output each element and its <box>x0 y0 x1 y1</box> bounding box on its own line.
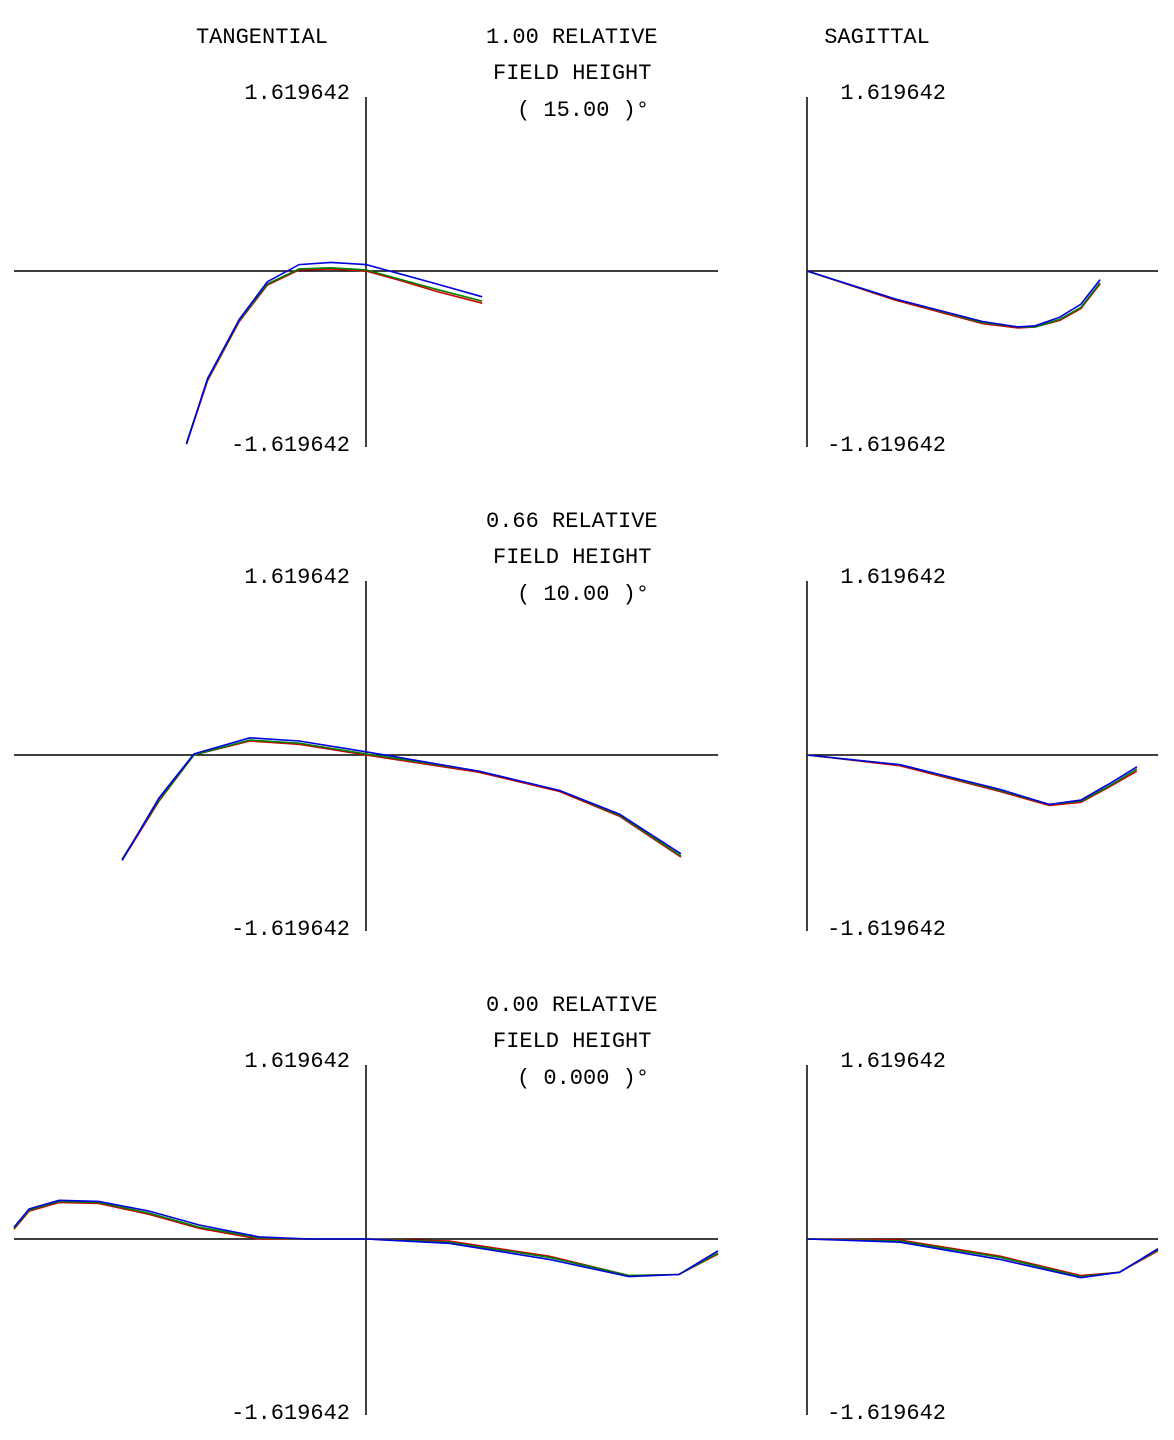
field-angle: ( 0.000 )° <box>517 1066 649 1091</box>
fan-curve <box>806 754 1138 807</box>
y-tick-label: -1.619642 <box>827 1401 946 1426</box>
fan-curve <box>806 270 1101 329</box>
fan-curve <box>806 754 1138 806</box>
y-tick-label: 1.619642 <box>244 1049 350 1074</box>
fan-curve <box>185 268 483 445</box>
y-tick-label: 1.619642 <box>840 565 946 590</box>
y-tick-label: -1.619642 <box>827 433 946 458</box>
fan-curve <box>806 1238 1159 1278</box>
fan-curve <box>13 1199 719 1278</box>
column-title: SAGITTAL <box>824 25 930 50</box>
field-angle: ( 10.00 )° <box>517 582 649 607</box>
field-height: FIELD HEIGHT <box>493 61 651 86</box>
field-relative: 0.00 RELATIVE <box>486 993 658 1018</box>
fan-curve <box>185 266 483 444</box>
y-tick-label: -1.619642 <box>231 1401 350 1426</box>
field-relative: 0.66 RELATIVE <box>486 509 658 534</box>
y-tick-label: 1.619642 <box>840 1049 946 1074</box>
field-height: FIELD HEIGHT <box>493 545 651 570</box>
y-tick-label: 1.619642 <box>244 81 350 106</box>
fan-curve <box>185 261 483 445</box>
y-tick-label: 1.619642 <box>840 81 946 106</box>
field-relative: 1.00 RELATIVE <box>486 25 658 50</box>
fan-curve <box>806 1238 1159 1279</box>
field-angle: ( 15.00 )° <box>517 98 649 123</box>
fan-curve <box>806 1238 1159 1277</box>
fan-curve <box>806 270 1101 328</box>
y-tick-label: -1.619642 <box>231 433 350 458</box>
column-title: TANGENTIAL <box>196 25 328 50</box>
y-tick-label: -1.619642 <box>231 917 350 942</box>
y-tick-label: -1.619642 <box>827 917 946 942</box>
fan-curve <box>121 736 682 861</box>
field-height: FIELD HEIGHT <box>493 1029 651 1054</box>
y-tick-label: 1.619642 <box>244 565 350 590</box>
